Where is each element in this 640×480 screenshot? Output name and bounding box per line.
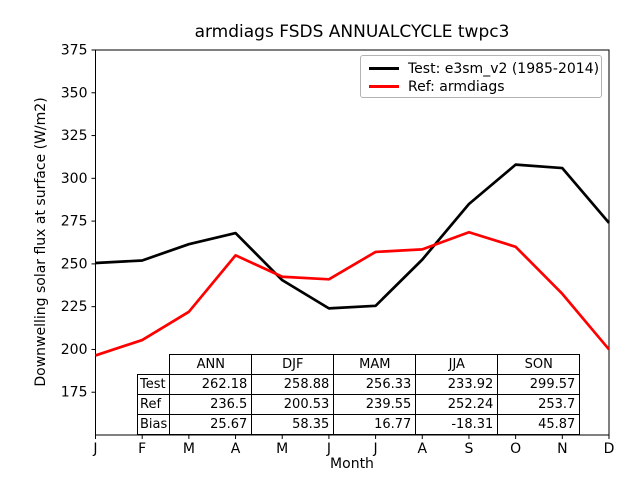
stats-cell: 236.5 [169,394,253,415]
y-tick-label: 200 [61,342,88,358]
stats-row-label: Test [136,374,171,395]
x-tick-label: M [276,441,288,457]
test-line [95,163,611,310]
stats-row-test: Test 262.18 258.88 256.33 233.92 299.57 [136,374,581,395]
x-tick-label: A [417,441,427,457]
y-tick-label: 350 [61,85,88,101]
stats-row-label: Bias [136,414,171,435]
x-tick-label: J [326,441,331,457]
stats-cell: 262.18 [169,374,253,395]
stats-row-bias: Bias 25.67 58.35 16.77 -18.31 45.87 [136,414,581,435]
y-tick-label: 250 [61,256,88,272]
x-tick-label: S [465,441,474,457]
legend-item-test: Test: e3sm_v2 (1985-2014) [369,60,599,77]
y-tick-label: 175 [61,385,88,401]
stats-cell: 45.87 [497,414,581,435]
stats-table: ANN DJF MAM JJA SON Test 262.18 258.88 2… [136,354,581,435]
stats-cell: 239.55 [333,394,417,415]
x-tick-label: A [231,441,241,457]
stats-row-ref: Ref 236.5 200.53 239.55 252.24 253.7 [136,394,581,415]
stats-cell: 16.77 [333,414,417,435]
x-tick-label: O [510,441,521,457]
stats-cell: 25.67 [169,414,253,435]
y-axis-label: Downwelling solar flux at surface (W/m2) [33,97,49,387]
plot-border [95,49,610,436]
y-tick-label: 275 [61,214,88,230]
stats-col-header: DJF [251,354,335,375]
ref-line [95,230,611,357]
x-tick-label: F [138,441,146,457]
stats-cell: 58.35 [251,414,335,435]
stats-col-header: SON [497,354,581,375]
legend-item-ref: Ref: armdiags [369,78,593,95]
stats-cell: -18.31 [415,414,499,435]
x-tick-label: M [183,441,195,457]
stats-cell: 299.57 [497,374,581,395]
legend-label-ref: Ref: armdiags [408,78,505,95]
x-tick-label: J [373,441,378,457]
stats-cell: 253.7 [497,394,581,415]
x-tick-label: N [557,441,567,457]
chart-title: armdiags FSDS ANNUALCYCLE twpc3 [194,22,510,42]
stats-cell: 233.92 [415,374,499,395]
stats-cell: 252.24 [415,394,499,415]
x-tick-label: D [604,441,615,457]
stats-header-row: ANN DJF MAM JJA SON [138,354,581,375]
x-tick-label: J [92,441,97,457]
y-tick-label: 375 [61,43,88,59]
test-line-swatch [369,67,399,70]
y-tick-label: 225 [61,299,88,315]
stats-cell: 200.53 [251,394,335,415]
x-axis-label: Month [330,456,374,472]
stats-cell: 258.88 [251,374,335,395]
stats-row-label: Ref [136,394,171,415]
stats-col-header: MAM [333,354,417,375]
stats-cell: 256.33 [333,374,417,395]
y-tick-label: 325 [61,128,88,144]
stats-col-header: ANN [169,354,253,375]
legend-label-test: Test: e3sm_v2 (1985-2014) [408,60,600,77]
stats-col-header: JJA [415,354,499,375]
ref-line-swatch [369,85,399,88]
y-tick-label: 300 [61,171,88,187]
stats-corner-cell [138,355,170,375]
legend: Test: e3sm_v2 (1985-2014) Ref: armdiags [360,55,602,98]
